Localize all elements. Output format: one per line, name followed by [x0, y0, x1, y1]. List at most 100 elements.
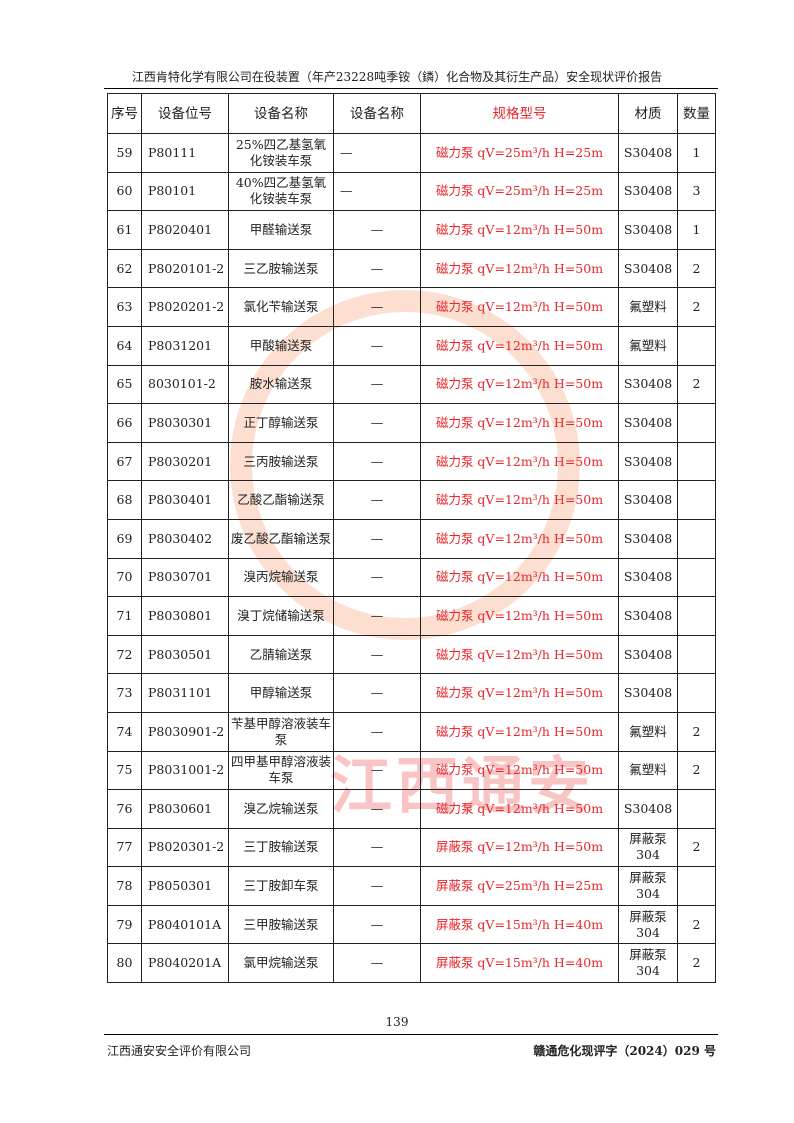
quantity: 2 [677, 943, 716, 984]
equipment-name2: — [333, 518, 421, 559]
material: S30408 [618, 557, 678, 598]
table-row: 75 P8031001-2 四甲基甲醇溶液装车泵 — 磁力泵 qV=12m³/h H=5… [107, 750, 716, 791]
table-row: 79 P8040101A 三甲胺输送泵 — 屏蔽泵 qV=15m³/h H=40m 屏蔽泵… [107, 904, 716, 945]
row-index: 80 [107, 943, 142, 984]
material: S30408 [618, 480, 678, 520]
spec: 屏蔽泵 qV=25m³/h H=25m [420, 866, 619, 906]
col-header-name: 设备名称 [228, 93, 334, 134]
material: S30408 [618, 210, 678, 250]
spec: 磁力泵 qV=12m³/h H=50m [420, 364, 619, 405]
table-row: 71 P8030801 溴丁烷储输送泵 — 磁力泵 qV=12m³/h H=50m S30… [107, 596, 716, 636]
equipment-tag: P8020201-2 [141, 287, 229, 327]
quantity: 2 [677, 750, 716, 791]
spec: 磁力泵 qV=25m³/h H=25m [420, 133, 619, 173]
quantity [677, 403, 716, 443]
equipment-tag: P8020101-2 [141, 248, 229, 289]
equipment-name2: — [333, 711, 421, 752]
quantity: 2 [677, 364, 716, 405]
equipment-tag: P8030901-2 [141, 711, 229, 752]
material: S30408 [618, 634, 678, 675]
col-header-spec: 规格型号 [420, 93, 619, 134]
row-index: 78 [107, 866, 142, 906]
row-index: 74 [107, 711, 142, 752]
equipment-name: 三丁胺卸车泵 [228, 866, 334, 906]
spec: 磁力泵 qV=12m³/h H=50m [420, 789, 619, 829]
equipment-name2: — [333, 210, 421, 250]
table-row: 67 P8030201 三丙胺输送泵 — 磁力泵 qV=12m³/h H=50m S304… [107, 441, 716, 482]
row-index: 64 [107, 325, 142, 366]
spec: 屏蔽泵 qV=15m³/h H=40m [420, 943, 619, 984]
equipment-tag: P8050301 [141, 866, 229, 906]
equipment-name: 溴乙烷输送泵 [228, 789, 334, 829]
col-header-name2: 设备名称 [333, 93, 421, 134]
material: 氟塑料 [618, 711, 678, 752]
spec: 磁力泵 qV=12m³/h H=50m [420, 711, 619, 752]
footer-rule [104, 1034, 718, 1035]
quantity [677, 557, 716, 598]
equipment-name: 40%四乙基氢氧化铵装车泵 [228, 171, 334, 212]
equipment-name: 乙酸乙酯输送泵 [228, 480, 334, 520]
material: S30408 [618, 441, 678, 482]
table-row: 66 P8030301 正丁醇输送泵 — 磁力泵 qV=12m³/h H=50m S304… [107, 403, 716, 443]
equipment-tag: P8030402 [141, 518, 229, 559]
equipment-name: 氯化苄输送泵 [228, 287, 334, 327]
row-index: 70 [107, 557, 142, 598]
table-row: 77 P8020301-2 三丁胺输送泵 — 屏蔽泵 qV=12m³/h H=50m 屏蔽… [107, 827, 716, 868]
equipment-name2: — [333, 557, 421, 598]
material: S30408 [618, 403, 678, 443]
spec: 磁力泵 qV=12m³/h H=50m [420, 557, 619, 598]
row-index: 75 [107, 750, 142, 791]
table-row: 73 P8031101 甲醇输送泵 — 磁力泵 qV=12m³/h H=50m S3040… [107, 673, 716, 713]
equipment-name: 三丙胺输送泵 [228, 441, 334, 482]
col-header-tag: 设备位号 [141, 93, 229, 134]
table-row: 69 P8030402 废乙酸乙酯输送泵 — 磁力泵 qV=12m³/h H=50m S3… [107, 518, 716, 559]
equipment-name: 三甲胺输送泵 [228, 904, 334, 945]
quantity [677, 518, 716, 559]
spec: 磁力泵 qV=25m³/h H=25m [420, 171, 619, 212]
material: S30408 [618, 171, 678, 212]
table-row: 78 P8050301 三丁胺卸车泵 — 屏蔽泵 qV=25m³/h H=25m 屏蔽泵3… [107, 866, 716, 906]
equipment-name: 溴丙烷输送泵 [228, 557, 334, 598]
row-index: 68 [107, 480, 142, 520]
material: S30408 [618, 789, 678, 829]
material: 氟塑料 [618, 325, 678, 366]
quantity [677, 441, 716, 482]
spec: 磁力泵 qV=12m³/h H=50m [420, 596, 619, 636]
equipment-tag: P8030301 [141, 403, 229, 443]
quantity: 2 [677, 827, 716, 868]
equipment-name2: — [333, 596, 421, 636]
table-header-row: 序号 设备位号 设备名称 设备名称 规格型号 材质 数量 [107, 93, 716, 134]
equipment-name: 废乙酸乙酯输送泵 [228, 518, 334, 559]
table-row: 61 P8020401 甲醛输送泵 — 磁力泵 qV=12m³/h H=50m S3040… [107, 210, 716, 250]
equipment-name: 乙腈输送泵 [228, 634, 334, 675]
material: S30408 [618, 596, 678, 636]
equipment-name2: — [333, 673, 421, 713]
spec: 磁力泵 qV=12m³/h H=50m [420, 673, 619, 713]
equipment-name2: — [333, 287, 421, 327]
row-index: 67 [107, 441, 142, 482]
equipment-name2: — [333, 634, 421, 675]
material: S30408 [618, 364, 678, 405]
equipment-name2: — [333, 364, 421, 405]
row-index: 69 [107, 518, 142, 559]
equipment-tag: P8020401 [141, 210, 229, 250]
row-index: 66 [107, 403, 142, 443]
equipment-name2: — [333, 943, 421, 984]
table-row: 59 P80111 25%四乙基氢氧化铵装车泵 — 磁力泵 qV=25m³/h H=25… [107, 133, 716, 173]
table-row: 63 P8020201-2 氯化苄输送泵 — 磁力泵 qV=12m³/h H=50m 氟塑… [107, 287, 716, 327]
equipment-name: 四甲基甲醇溶液装车泵 [228, 750, 334, 791]
material: 屏蔽泵304 [618, 904, 678, 945]
equipment-table: 序号 设备位号 设备名称 设备名称 规格型号 材质 数量 59 P80111 25%… [107, 93, 716, 984]
spec: 磁力泵 qV=12m³/h H=50m [420, 248, 619, 289]
row-index: 63 [107, 287, 142, 327]
equipment-name: 正丁醇输送泵 [228, 403, 334, 443]
equipment-name: 胺水输送泵 [228, 364, 334, 405]
material: 屏蔽泵304 [618, 827, 678, 868]
spec: 磁力泵 qV=12m³/h H=50m [420, 634, 619, 675]
spec: 屏蔽泵 qV=15m³/h H=40m [420, 904, 619, 945]
table-row: 80 P8040201A 氯甲烷输送泵 — 屏蔽泵 qV=15m³/h H=40m 屏蔽泵… [107, 943, 716, 984]
header-rule [104, 88, 718, 89]
equipment-tag: P8020301-2 [141, 827, 229, 868]
quantity: 2 [677, 248, 716, 289]
material: S30408 [618, 518, 678, 559]
